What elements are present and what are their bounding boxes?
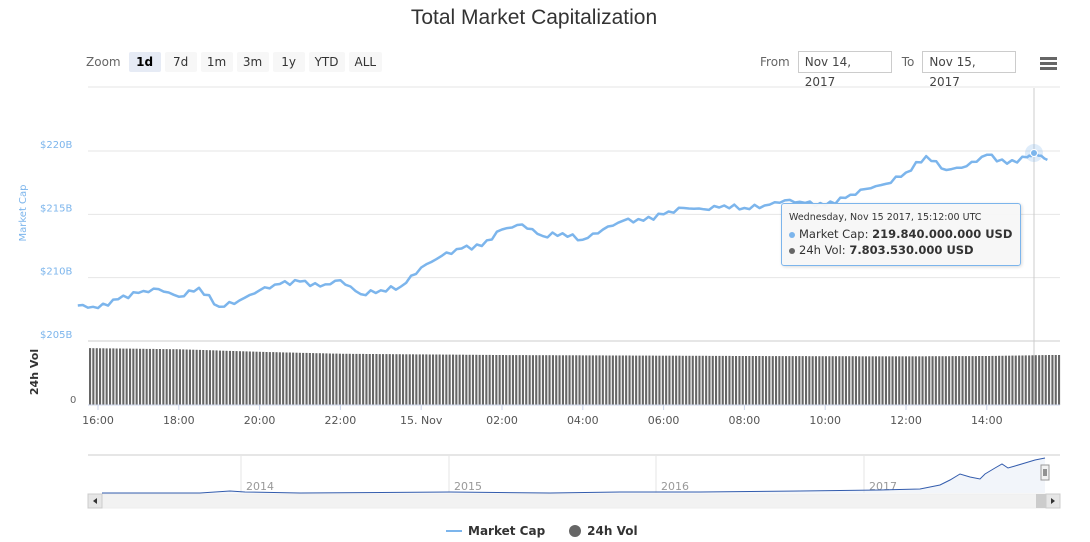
from-label: From <box>760 55 790 69</box>
scrollbar-track[interactable] <box>87 493 1061 509</box>
x-tick-label: 15. Nov <box>400 414 443 427</box>
market-cap-legend-line-icon <box>446 530 462 532</box>
zoom-all-button[interactable]: ALL <box>348 52 383 72</box>
x-axis-labels: 16:00 18:00 20:00 22:00 15. Nov 02:00 04:00 06:… <box>82 405 1003 427</box>
navigator-line <box>102 457 1046 494</box>
to-date-input[interactable]: Nov 15, 2017 <box>922 51 1017 89</box>
tooltip-market-cap-label: Market Cap: <box>799 227 873 241</box>
legend-item-market-cap[interactable]: Market Cap <box>468 524 546 538</box>
tooltip-vol-label: 24h Vol: <box>799 243 850 257</box>
x-tick-label: 14:00 <box>971 414 1003 427</box>
zoom-1d-button[interactable]: 1d <box>128 52 161 72</box>
zoom-range-selector: Zoom 1d 7d 1m 3m 1y YTD ALL <box>86 52 383 72</box>
tooltip: Wednesday, Nov 15 2017, 15:12:00 UTC Mar… <box>781 203 1021 266</box>
x-tick-label: 10:00 <box>809 414 841 427</box>
zoom-7d-button[interactable]: 7d <box>164 52 197 72</box>
arrow-left-icon <box>93 498 97 504</box>
x-tick-label: 20:00 <box>244 414 276 427</box>
navigator-year-label: 2014 <box>246 480 274 493</box>
to-label: To <box>901 55 915 69</box>
zoom-1y-button[interactable]: 1y <box>272 52 305 72</box>
navigator-year-label: 2015 <box>454 480 482 493</box>
y-tick-label: $220B <box>40 140 72 151</box>
date-range-inputs: From Nov 14, 2017 To Nov 15, 2017 <box>760 51 1026 89</box>
y-axis-title-market-cap: Market Cap <box>18 184 29 241</box>
x-tick-label: 08:00 <box>729 414 761 427</box>
market-cap-dot-icon <box>789 231 795 238</box>
y-axis-title-24h-vol: 24h Vol <box>28 349 41 395</box>
x-tick-label: 06:00 <box>648 414 680 427</box>
y-tick-label: $210B <box>40 267 72 278</box>
navigator[interactable] <box>88 455 1060 493</box>
hover-point-marker[interactable] <box>1030 149 1038 158</box>
y-tick-label: $215B <box>40 203 72 214</box>
y2-tick-zero: 0 <box>70 395 76 406</box>
market-cap-line[interactable] <box>77 151 1048 310</box>
x-tick-label: 16:00 <box>82 414 114 427</box>
zoom-ytd-button[interactable]: YTD <box>308 52 345 72</box>
volume-bars <box>89 348 1061 405</box>
from-date-input[interactable]: Nov 14, 2017 <box>797 51 892 89</box>
x-tick-label: 22:00 <box>325 414 357 427</box>
vol-legend-dot-icon <box>569 525 582 537</box>
tooltip-header: Wednesday, Nov 15 2017, 15:12:00 UTC <box>789 212 982 223</box>
tooltip-vol-value: 7.803.530.000 USD <box>849 243 974 257</box>
legend: Market Cap 24h Vol <box>446 524 638 538</box>
navigator-handle[interactable] <box>1040 464 1050 481</box>
x-tick-label: 02:00 <box>486 414 518 427</box>
scrollbar-thumb[interactable] <box>1036 494 1046 508</box>
x-tick-label: 04:00 <box>567 414 599 427</box>
y-axis-labels: $205B $210B $215B $220B <box>40 140 72 341</box>
zoom-3m-button[interactable]: 3m <box>236 52 269 72</box>
x-tick-label: 18:00 <box>163 414 195 427</box>
tooltip-market-cap-value: 219.840.000.000 USD <box>872 227 1013 241</box>
arrow-right-icon <box>1051 498 1055 504</box>
navigator-year-label: 2016 <box>661 480 689 493</box>
hamburger-menu-icon[interactable] <box>1040 57 1057 72</box>
y-tick-label: $205B <box>40 330 72 341</box>
zoom-label: Zoom <box>86 55 121 69</box>
x-tick-label: 12:00 <box>890 414 922 427</box>
vol-dot-icon <box>789 247 795 254</box>
zoom-1m-button[interactable]: 1m <box>200 52 233 72</box>
tooltip-market-cap-row: Market Cap: 219.840.000.000 USD <box>789 227 1012 241</box>
chart-title: Total Market Capitalization <box>410 6 658 29</box>
navigator-area <box>102 458 1045 493</box>
legend-item-24h-vol[interactable]: 24h Vol <box>587 524 638 538</box>
tooltip-vol-row: 24h Vol: 7.803.530.000 USD <box>789 243 974 257</box>
